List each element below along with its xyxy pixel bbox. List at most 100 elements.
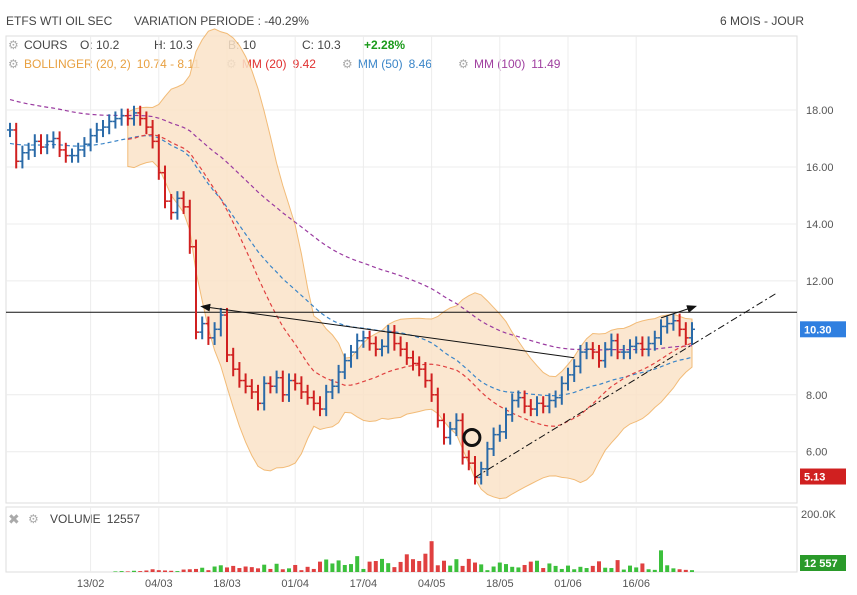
- volume-value: 12557: [106, 512, 141, 526]
- volume-bar: [225, 567, 229, 572]
- volume-bar: [609, 568, 614, 572]
- indicator-value: 8.46: [408, 57, 432, 71]
- volume-bar: [659, 550, 663, 572]
- badge-low-bg: [800, 468, 846, 485]
- volume-bar: [361, 568, 366, 572]
- volume-bar: [615, 560, 620, 572]
- volume-bar: [646, 569, 651, 572]
- volume-bar: [187, 569, 192, 572]
- volume-bar: [541, 568, 546, 572]
- gear-icon[interactable]: ⚙: [8, 38, 19, 52]
- ohlc-legend: ⚙ COURS O: 10.2 H: 10.3 B: 10 C: 10.3 +2…: [8, 38, 405, 52]
- volume-bar: [218, 565, 223, 572]
- volume-bar: [231, 565, 236, 572]
- trend-arrow-head: [660, 305, 697, 319]
- volume-bar: [113, 571, 118, 572]
- volume-bar: [181, 569, 186, 572]
- volume-bar: [404, 554, 409, 572]
- volume-bar: [293, 564, 298, 572]
- close-icon[interactable]: ✖: [8, 511, 20, 527]
- gear-icon[interactable]: ⚙: [28, 512, 39, 526]
- change-value: +2.28%: [364, 38, 406, 52]
- volume-bar: [386, 563, 391, 572]
- volume-bar: [479, 564, 484, 572]
- volume-bar: [305, 566, 310, 572]
- volume-legend: ✖ ⚙ VOLUME 12557: [8, 512, 140, 526]
- volume-bar: [206, 570, 211, 572]
- marker-circle: [462, 428, 482, 448]
- volume-bar: [460, 565, 465, 572]
- volume-bar: [590, 565, 595, 572]
- volume-bar: [324, 559, 329, 572]
- y-tick-label: 18.00: [806, 105, 834, 117]
- volume-bar: [256, 568, 260, 572]
- volume-bar: [380, 558, 384, 572]
- volume-bar: [497, 562, 502, 572]
- volume-bar: [249, 567, 254, 572]
- x-tick-label: 04/03: [145, 578, 173, 590]
- mm20-line: [127, 133, 693, 427]
- volume-bar: [355, 556, 360, 572]
- volume-bar: [411, 559, 415, 572]
- x-tick-label: 16/06: [622, 578, 650, 590]
- volume-bar: [435, 565, 440, 572]
- volume-bar: [634, 567, 639, 572]
- indicator-label: BOLLINGER (20, 2): [24, 57, 131, 71]
- volume-bar: [119, 571, 124, 572]
- bollinger-band: [127, 28, 693, 500]
- x-tick-label: 01/06: [554, 578, 582, 590]
- volume-bar: [144, 570, 149, 572]
- volume-bar: [683, 569, 688, 572]
- open-value: O: 10.2: [80, 38, 120, 52]
- volume-bar: [516, 567, 521, 572]
- volume-bar: [262, 564, 267, 572]
- volume-bar: [522, 564, 527, 572]
- badge-current: 10.30: [804, 324, 832, 336]
- instrument-title: ETFS WTI OIL SEC: [6, 14, 113, 28]
- volume-bar: [125, 571, 130, 572]
- variation-period: VARIATION PERIODE : -40.29%: [134, 14, 309, 28]
- volume-bar: [150, 569, 155, 572]
- cours-label: COURS: [24, 38, 68, 52]
- volume-bar: [448, 565, 453, 572]
- gear-icon[interactable]: ⚙: [8, 57, 19, 71]
- volume-bar: [342, 564, 347, 572]
- volume-bar: [373, 561, 378, 572]
- volume-bar: [466, 558, 471, 572]
- volume-bar: [628, 565, 632, 572]
- indicator-value: 10.74 - 8.11: [136, 57, 200, 71]
- volume-bar: [280, 569, 285, 572]
- badge-volume: 12 557: [804, 558, 838, 570]
- volume-bar: [528, 561, 533, 572]
- volume-bar: [287, 568, 291, 572]
- volume-bar: [535, 560, 539, 572]
- volume-bar: [212, 566, 217, 572]
- volume-bar: [367, 561, 372, 572]
- high-value: H: 10.3: [154, 38, 193, 52]
- volume-bar: [485, 570, 490, 572]
- volume-bar: [473, 562, 477, 572]
- volume-bar: [597, 561, 601, 572]
- volume-bar: [243, 566, 248, 572]
- volume-bar: [398, 561, 403, 572]
- volume-bar: [671, 568, 676, 572]
- mm50-line: [9, 135, 693, 397]
- volume-bar: [311, 568, 316, 572]
- price-panel-frame: [5, 35, 798, 504]
- gear-icon[interactable]: ⚙: [341, 57, 353, 71]
- volume-bar: [156, 570, 161, 572]
- indicator-legend: ⚙ BOLLINGER (20, 2) 10.74 - 8.11 ⚙ MM (20) 9.…: [8, 57, 586, 71]
- volume-bar: [584, 568, 589, 572]
- volume-bar: [237, 568, 242, 572]
- gear-icon[interactable]: ⚙: [457, 57, 469, 71]
- volume-bar: [572, 569, 577, 572]
- period-selector[interactable]: 6 MOIS - JOUR: [720, 14, 805, 28]
- volume-bar: [299, 570, 304, 572]
- volume-bar: [194, 568, 198, 572]
- badge-low: 5.13: [804, 472, 825, 484]
- volume-axis-max: 200.0K: [801, 509, 837, 521]
- close-value: C: 10.3: [302, 38, 341, 52]
- volume-bar: [578, 566, 583, 572]
- volume-bar: [559, 568, 564, 572]
